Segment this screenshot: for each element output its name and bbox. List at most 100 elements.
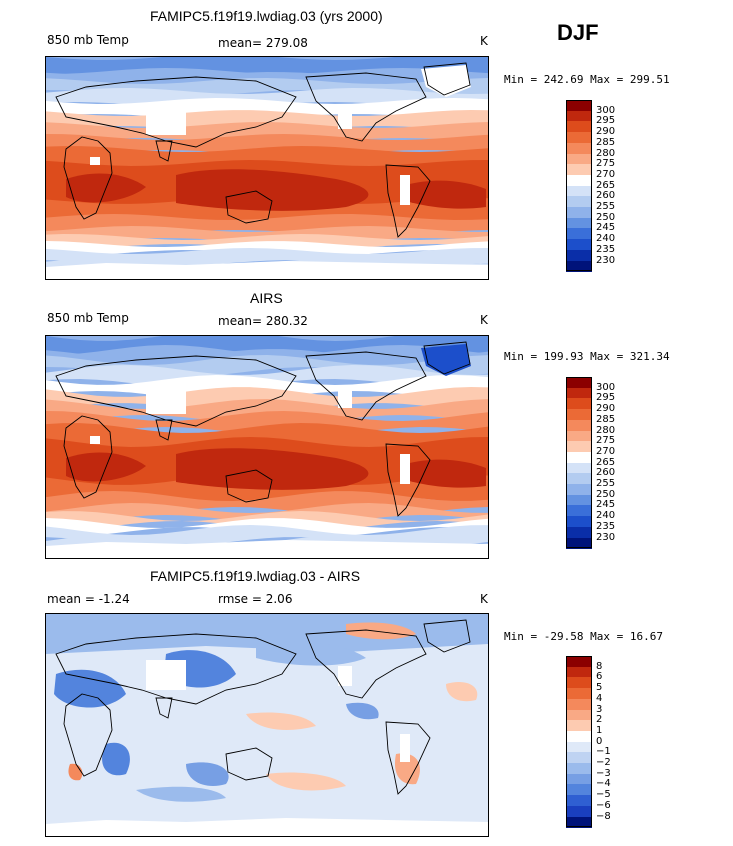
colorbar-swatch <box>566 174 592 187</box>
colorbar-swatch <box>566 741 592 753</box>
difference-anomaly <box>54 669 126 708</box>
panel-2-mean: mean= 280.32 <box>218 314 308 328</box>
colorbar-label: 240 <box>596 233 616 245</box>
colorbar-swatch <box>566 709 592 721</box>
colorbar-label: 4 <box>596 692 603 704</box>
difference-anomaly <box>102 742 130 776</box>
coastline <box>225 190 273 224</box>
panel-2-colorbar: 300 295 290 285 280 275 270 265 260 255 250 245 240 2… <box>566 377 626 549</box>
colorbar-swatch <box>566 526 592 538</box>
colorbar-swatch <box>566 677 592 689</box>
colorbar-label: −3 <box>596 767 611 779</box>
panel-3-mean: mean = -1.24 <box>47 592 130 606</box>
colorbar-label: 260 <box>596 190 616 202</box>
season-label: DJF <box>557 20 599 45</box>
colorbar-label: 280 <box>596 147 616 159</box>
coastline <box>225 469 273 503</box>
colorbar-swatch <box>566 377 592 389</box>
colorbar-label: 6 <box>596 671 603 683</box>
difference-anomaly <box>266 772 346 791</box>
andes-mask <box>400 454 410 484</box>
coastline <box>423 62 471 96</box>
temperature-band <box>46 68 488 86</box>
coastline <box>55 76 297 148</box>
colorbar-label: −2 <box>596 757 611 768</box>
colorbar-label: 265 <box>596 179 616 191</box>
east-africa-mask <box>90 436 100 444</box>
colorbar-swatch <box>566 387 592 399</box>
colorbar-swatch <box>566 441 592 453</box>
colorbar-label: 230 <box>596 254 616 266</box>
coastline <box>225 747 273 781</box>
colorbar-swatch <box>566 398 592 410</box>
colorbar-label: 270 <box>596 168 616 180</box>
colorbar-label: 290 <box>596 403 616 415</box>
coastline <box>155 419 173 441</box>
colorbar-swatch <box>566 494 592 506</box>
colorbar-swatch <box>566 153 592 165</box>
coastline <box>385 164 431 238</box>
tibet-mask <box>146 105 186 135</box>
andes-mask <box>400 734 410 762</box>
coastline <box>55 633 297 705</box>
warm-core-atlantic <box>406 459 486 488</box>
colorbar-swatch <box>566 656 592 668</box>
colorbar-swatch <box>566 698 592 710</box>
colorbar-label: 260 <box>596 467 616 479</box>
panel-1-colorbar: 300 295 290 285 280 275 270 265 260 255 250 245 240 2… <box>566 100 626 272</box>
panel-1-mean: mean= 279.08 <box>218 36 308 50</box>
colorbar-label: 275 <box>596 158 616 170</box>
colorbar-label: −6 <box>596 799 611 811</box>
coastline <box>155 140 173 162</box>
coastline <box>385 443 431 517</box>
colorbar-swatch <box>566 217 592 229</box>
colorbar-swatch <box>566 100 592 112</box>
colorbar-swatch <box>566 196 592 208</box>
colorbar-swatch <box>566 132 592 144</box>
colorbar-swatch <box>566 110 592 122</box>
colorbar-swatch <box>566 816 592 828</box>
colorbar-swatch <box>566 409 592 421</box>
antarctica-region <box>46 540 488 558</box>
difference-anomaly <box>446 681 478 702</box>
panel-3-title: FAMIPC5.f19f19.lwdiag.03 - AIRS <box>150 568 361 584</box>
coastline <box>423 619 471 653</box>
difference-anomaly <box>186 762 229 786</box>
colorbar-swatch <box>566 752 592 764</box>
colorbar-label: −5 <box>596 789 611 801</box>
difference-anomaly <box>246 712 316 730</box>
rockies-mask <box>338 388 352 408</box>
colorbar-swatch <box>566 720 592 732</box>
coastline <box>385 721 431 795</box>
colorbar-swatch <box>566 795 592 807</box>
colorbar-swatch <box>566 142 592 154</box>
colorbar-label: 235 <box>596 520 616 532</box>
colorbar-swatch <box>566 730 592 743</box>
panel-2-map-svg <box>46 336 488 558</box>
coastline <box>155 697 173 719</box>
colorbar-label: 265 <box>596 456 616 468</box>
colorbar-swatch <box>566 773 592 785</box>
panel-2-units: K <box>480 313 488 327</box>
andes-mask <box>400 175 410 205</box>
panel-3-map <box>45 613 489 837</box>
panel-2-map <box>45 335 489 559</box>
warm-core-atlantic <box>406 180 486 209</box>
colorbar-label: −1 <box>596 746 611 758</box>
colorbar-label: 300 <box>596 104 616 116</box>
difference-anomaly <box>256 641 366 666</box>
panel-3-units: K <box>480 592 488 606</box>
panel-3-colorbar: 8 6 5 4 3 2 1 0 −1 −2 −3 −4 −5 −6 −8 <box>566 656 626 828</box>
panel-2-field-label: 850 mb Temp <box>47 311 129 325</box>
colorbar-label: 280 <box>596 424 616 436</box>
colorbar-swatch <box>566 419 592 431</box>
colorbar-swatch <box>566 228 592 240</box>
colorbar-swatch <box>566 805 592 817</box>
coastline <box>63 415 113 499</box>
colorbar-label: 255 <box>596 478 616 489</box>
coastline <box>305 351 427 421</box>
colorbar-swatch <box>566 473 592 485</box>
colorbar-swatch <box>566 666 592 678</box>
tibet-mask <box>146 660 186 690</box>
colorbar-swatch <box>566 451 592 464</box>
